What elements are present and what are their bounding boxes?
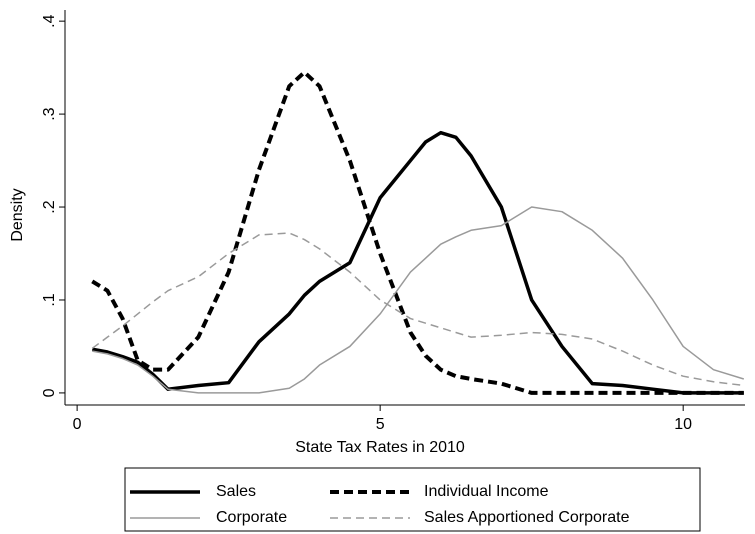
y-tick-label: .4 bbox=[41, 14, 58, 27]
density-line bbox=[91, 130, 744, 395]
x-tick-label: 0 bbox=[73, 416, 82, 433]
legend-label: Individual Income bbox=[424, 483, 549, 500]
legend-box bbox=[124, 467, 701, 532]
x-tick-label: 5 bbox=[376, 416, 385, 433]
y-tick-label: .2 bbox=[41, 200, 58, 213]
legend-label: Corporate bbox=[216, 509, 287, 526]
legend-label: Sales Apportioned Corporate bbox=[424, 509, 630, 526]
density-line bbox=[92, 206, 745, 394]
density-line bbox=[91, 232, 744, 387]
y-axis-label: Density bbox=[9, 188, 26, 241]
y-tick-label: .3 bbox=[41, 107, 58, 120]
legend-label: Sales bbox=[216, 483, 256, 500]
x-axis-label: State Tax Rates in 2010 bbox=[295, 439, 465, 456]
y-tick-label: 0 bbox=[41, 388, 58, 397]
y-tick-label: .1 bbox=[41, 293, 58, 306]
x-tick-label: 10 bbox=[674, 416, 692, 433]
density-line bbox=[91, 70, 744, 395]
